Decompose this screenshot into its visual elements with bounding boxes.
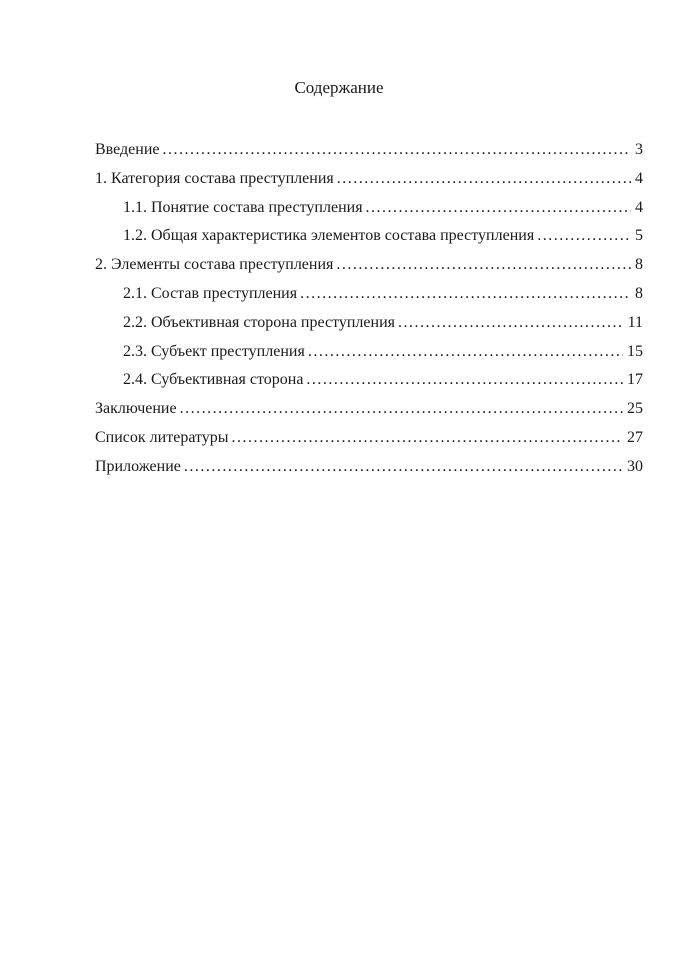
toc-dot-leader — [163, 141, 632, 159]
toc-dot-leader — [398, 314, 624, 332]
toc-page-number: 4 — [635, 198, 643, 216]
toc-page-number: 27 — [627, 428, 643, 446]
toc-entry: Введение 3 — [95, 141, 643, 170]
toc-dot-leader — [537, 227, 631, 245]
toc-entry-label: Список литературы — [95, 428, 229, 446]
toc-dot-leader — [184, 458, 623, 476]
toc-entry-label: 2.3. Субъект преступления — [123, 342, 305, 360]
toc-entry-label: 2. Элементы состава преступления — [95, 256, 334, 274]
toc-entry: 2.2. Объективная сторона преступления 11 — [95, 314, 643, 343]
toc-dot-leader — [300, 285, 631, 303]
toc-entry: 2.3. Субъект преступления 15 — [95, 343, 643, 372]
toc-entry: 2.1. Состав преступления 8 — [95, 285, 643, 314]
toc-dot-leader — [337, 170, 631, 188]
toc-entry-label: Заключение — [95, 400, 177, 418]
toc-page-number: 8 — [635, 284, 643, 302]
toc-dot-leader — [308, 343, 623, 361]
table-of-contents: Введение 3 1. Категория состава преступлен… — [95, 141, 643, 487]
toc-entry-label: 1. Категория состава преступления — [95, 169, 334, 187]
toc-entry: Заключение 25 — [95, 400, 643, 429]
toc-page-number: 4 — [635, 169, 643, 187]
toc-dot-leader — [180, 400, 623, 418]
toc-entry: Приложение 30 — [95, 458, 643, 487]
toc-page-number: 5 — [635, 227, 643, 245]
toc-entry-label: 1.1. Понятие состава преступления — [123, 198, 363, 216]
toc-entry-label: 2.2. Объективная сторона преступления — [123, 313, 395, 331]
toc-page-number: 3 — [635, 141, 643, 158]
toc-page-number: 17 — [627, 371, 643, 389]
toc-entry: 2. Элементы состава преступления 8 — [95, 256, 643, 285]
toc-page-number: 8 — [635, 256, 643, 274]
toc-entry-label: Введение — [95, 141, 160, 158]
toc-entry: 2.4. Субъективная сторона 17 — [95, 371, 643, 400]
toc-entry: 1.1. Понятие состава преступления 4 — [95, 199, 643, 228]
toc-entry-label: 2.1. Состав преступления — [123, 284, 298, 302]
toc-entry: Список литературы 27 — [95, 429, 643, 458]
page-title: Содержание — [294, 78, 384, 97]
toc-entry-label: 1.2. Общая характеристика элементов сост… — [123, 227, 535, 245]
toc-page-number: 30 — [627, 457, 643, 475]
toc-dot-leader — [336, 256, 631, 274]
toc-page-number: 11 — [627, 313, 643, 331]
toc-entry: 1.2. Общая характеристика элементов сост… — [95, 227, 643, 256]
toc-page-number: 25 — [627, 400, 643, 418]
toc-page-number: 15 — [627, 342, 643, 360]
toc-dot-leader — [306, 371, 623, 389]
toc-dot-leader — [232, 429, 623, 447]
toc-entry-label: 2.4. Субъективная сторона — [123, 371, 304, 389]
toc-dot-leader — [366, 199, 631, 217]
toc-entry: 1. Категория состава преступления 4 — [95, 170, 643, 199]
toc-entry-label: Приложение — [95, 457, 181, 475]
